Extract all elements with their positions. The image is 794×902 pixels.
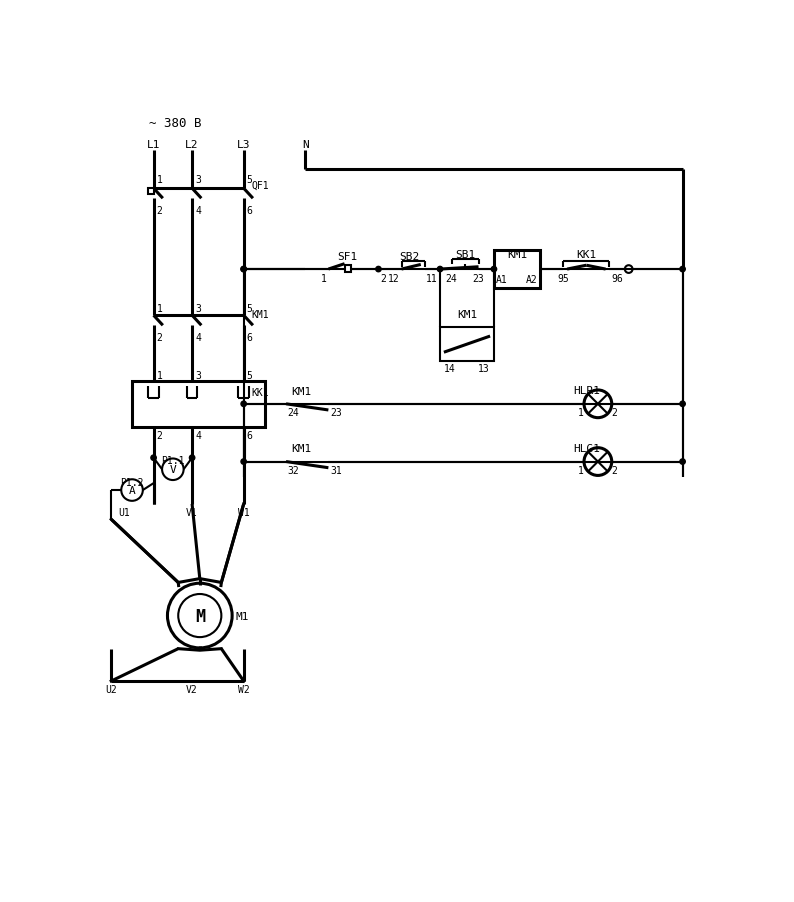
Text: ~ 380 B: ~ 380 B — [149, 117, 202, 130]
Circle shape — [190, 456, 195, 461]
Text: KM1: KM1 — [252, 309, 269, 319]
Circle shape — [241, 267, 246, 272]
Text: 11: 11 — [426, 273, 438, 283]
Text: HLG1: HLG1 — [572, 443, 599, 453]
Text: SF1: SF1 — [337, 252, 358, 262]
Text: 2: 2 — [156, 206, 163, 216]
Text: W1: W1 — [238, 507, 249, 517]
Text: 13: 13 — [478, 364, 490, 373]
Text: 4: 4 — [195, 206, 201, 216]
Text: 4: 4 — [195, 333, 201, 343]
Text: P1.2: P1.2 — [120, 477, 144, 487]
Circle shape — [491, 267, 496, 272]
Text: KM1: KM1 — [507, 249, 527, 260]
Text: 1: 1 — [578, 465, 584, 475]
Text: 5: 5 — [247, 175, 252, 185]
Text: KK1: KK1 — [576, 249, 596, 260]
Text: A: A — [129, 485, 136, 495]
Circle shape — [151, 456, 156, 461]
Text: KM1: KM1 — [457, 309, 477, 319]
Text: A1: A1 — [496, 275, 508, 285]
Text: 2: 2 — [156, 430, 163, 440]
Text: 3: 3 — [195, 370, 201, 380]
Bar — [440, 327, 494, 362]
Text: 24: 24 — [287, 408, 299, 418]
Text: 4: 4 — [195, 430, 201, 440]
Circle shape — [241, 459, 246, 465]
Text: A2: A2 — [526, 275, 538, 285]
Text: 3: 3 — [195, 175, 201, 185]
Text: 1: 1 — [578, 408, 584, 418]
Text: 3: 3 — [195, 303, 201, 313]
Text: 2: 2 — [611, 408, 618, 418]
Text: 1: 1 — [321, 273, 327, 283]
Text: 14: 14 — [444, 364, 456, 373]
Text: M1: M1 — [236, 611, 249, 621]
Text: L2: L2 — [185, 140, 198, 150]
Text: P1.1: P1.1 — [161, 456, 184, 465]
Bar — [345, 266, 352, 272]
Bar — [148, 189, 154, 195]
Text: KM1: KM1 — [291, 444, 311, 454]
Text: 24: 24 — [445, 273, 457, 283]
Text: L3: L3 — [237, 140, 250, 150]
Text: N: N — [302, 140, 309, 150]
Text: KK1: KK1 — [252, 388, 269, 398]
Text: HLR1: HLR1 — [572, 385, 599, 395]
Circle shape — [680, 401, 685, 407]
Text: 96: 96 — [611, 274, 622, 284]
Text: U2: U2 — [106, 684, 118, 694]
Text: V2: V2 — [187, 684, 198, 694]
Text: L1: L1 — [147, 140, 160, 150]
Text: U1: U1 — [119, 507, 130, 517]
Bar — [132, 382, 265, 428]
Circle shape — [437, 267, 443, 272]
Text: W2: W2 — [238, 684, 249, 694]
Circle shape — [376, 267, 381, 272]
Text: M: M — [195, 607, 205, 625]
Circle shape — [680, 267, 685, 272]
Text: 32: 32 — [287, 465, 299, 475]
Text: 1: 1 — [156, 303, 163, 313]
Text: 5: 5 — [247, 303, 252, 313]
Text: SB1: SB1 — [455, 249, 476, 260]
Text: 6: 6 — [247, 430, 252, 440]
Text: V1: V1 — [187, 507, 198, 517]
Text: 23: 23 — [330, 408, 341, 418]
Circle shape — [680, 459, 685, 465]
Text: 2: 2 — [380, 273, 386, 283]
Text: 12: 12 — [388, 273, 400, 283]
Bar — [494, 251, 540, 289]
Text: V: V — [169, 465, 176, 474]
Text: 23: 23 — [472, 273, 484, 283]
Text: 2: 2 — [156, 333, 163, 343]
Text: 95: 95 — [557, 274, 569, 284]
Text: KM1: KM1 — [291, 386, 311, 396]
Text: 6: 6 — [247, 333, 252, 343]
Text: 31: 31 — [330, 465, 341, 475]
Circle shape — [241, 401, 246, 407]
Text: 5: 5 — [247, 370, 252, 380]
Circle shape — [241, 267, 246, 272]
Text: 1: 1 — [156, 175, 163, 185]
Text: QF1: QF1 — [252, 180, 269, 190]
Text: 1: 1 — [156, 370, 163, 380]
Text: SB2: SB2 — [399, 252, 419, 262]
Text: 2: 2 — [611, 465, 618, 475]
Text: 6: 6 — [247, 206, 252, 216]
